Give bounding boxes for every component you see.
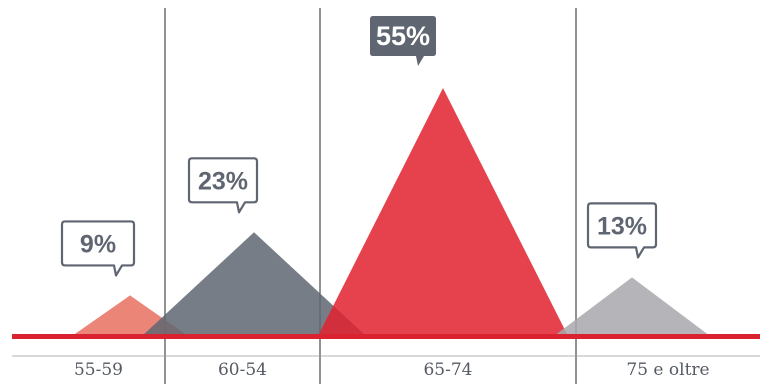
callout-bubble: [586, 202, 658, 259]
distribution-peak-75-e-oltre: [554, 277, 710, 336]
baseline-bar: [12, 334, 760, 339]
value-label: 9%: [80, 230, 116, 258]
category-label: 65-74: [423, 360, 472, 380]
callout-bubble: [60, 220, 136, 277]
category-label: 60-54: [218, 360, 267, 380]
value-callout-55-59: 9%: [60, 220, 136, 277]
value-callout-65-74: 55%: [370, 16, 436, 66]
callout-bubble: [370, 16, 436, 66]
value-label: 23%: [198, 167, 248, 195]
value-callout-60-54: 23%: [187, 157, 259, 214]
value-label: 13%: [597, 212, 647, 240]
category-label: 75 e oltre: [626, 360, 709, 380]
callout-bubble: [187, 157, 259, 214]
distribution-peak-65-74: [318, 88, 568, 336]
value-callout-75-e-oltre: 13%: [586, 202, 658, 259]
category-label: 55-59: [74, 360, 123, 380]
value-label: 55%: [376, 21, 430, 51]
distribution-peak-60-54: [142, 232, 366, 336]
